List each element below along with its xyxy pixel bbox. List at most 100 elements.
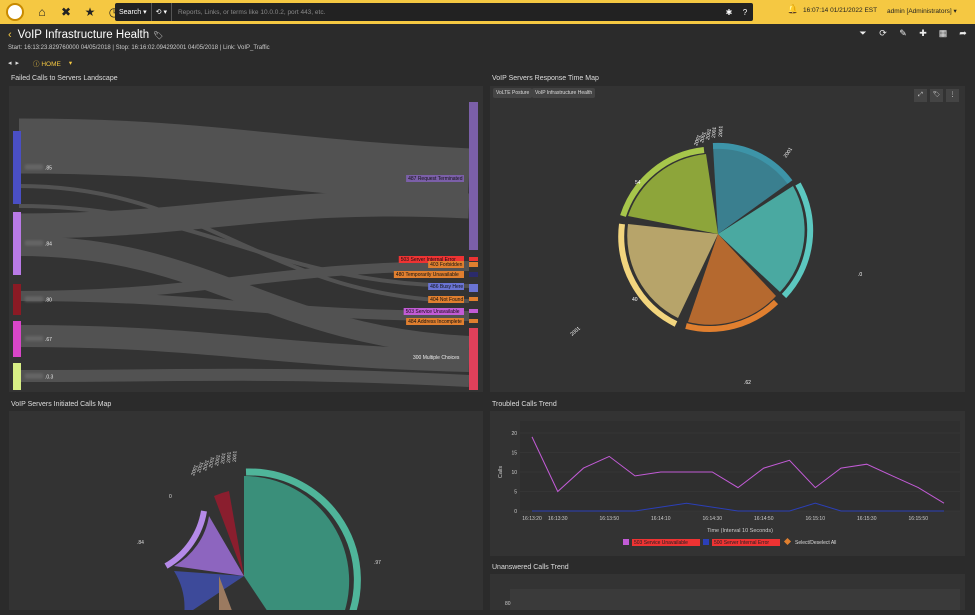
y-tick-label: 5: [514, 490, 517, 496]
chord-label: 2001: [783, 146, 794, 159]
sankey-source-node[interactable]: [13, 363, 21, 390]
chord-segment: [244, 475, 350, 615]
sankey-target-node[interactable]: [469, 102, 478, 250]
y-tick-label: 20: [511, 431, 517, 437]
unanswered-plot-area: [510, 589, 960, 610]
chord-segment: [627, 224, 718, 318]
unanswered-trend-panel: 80: [490, 574, 965, 610]
x-axis-label: Time (Interval 10 Seconds): [707, 528, 773, 534]
sankey-flow: [18, 261, 470, 301]
chord-label: 0: [169, 494, 172, 500]
sankey-target-node[interactable]: [469, 262, 478, 267]
home-icon[interactable]: ⌂: [38, 5, 46, 19]
chord-label: .84: [137, 540, 144, 546]
plot-area: [520, 421, 960, 511]
clock-icon[interactable]: ◷: [108, 5, 120, 19]
bell-icon[interactable]: 🔔: [787, 4, 799, 14]
sankey-target-node[interactable]: [469, 272, 478, 277]
sankey-target-node[interactable]: [469, 309, 478, 313]
page-meta: Start: 16:13:23.829760000 04/05/2018 | S…: [8, 45, 270, 51]
tag-volte[interactable]: VoLTE Posture: [493, 88, 533, 98]
prev-icon[interactable]: ◂: [8, 60, 12, 67]
sankey-target-label: 404 Not Found: [430, 297, 463, 303]
sankey-source-node[interactable]: [13, 131, 21, 204]
calendar-icon[interactable]: ▦: [938, 28, 948, 38]
y-tick-label: 15: [511, 451, 517, 457]
y-tick-label: 10: [511, 470, 517, 476]
chord-label: 2001: [196, 461, 205, 474]
refresh-icon[interactable]: ⟳: [879, 28, 887, 38]
sankey-target-node[interactable]: [469, 319, 478, 323]
tag-voip[interactable]: VoIP Infrastructure Health: [532, 88, 596, 98]
x-tick-label: 16:14:30: [703, 516, 723, 522]
star-icon[interactable]: ★: [84, 5, 96, 19]
sankey-label-bg: [428, 296, 464, 303]
chord-arc: [685, 299, 779, 332]
search-input[interactable]: [171, 3, 721, 21]
share-icon[interactable]: ➦: [959, 28, 967, 38]
more-icon[interactable]: ⋮: [946, 89, 959, 102]
legend-label[interactable]: 500 Server Internal Error: [714, 540, 769, 546]
chord-chart-initiated: 2001 2001 2001 2001 2001 2001 2001 2001 …: [137, 451, 381, 615]
sankey-target-label: 403 Forbidden: [430, 262, 462, 268]
help-button[interactable]: ?: [738, 3, 752, 21]
sankey-target-node[interactable]: [469, 257, 478, 261]
pin-icon[interactable]: ✎: [899, 28, 907, 38]
sankey-source-node[interactable]: [13, 284, 21, 315]
chevron-left-icon[interactable]: ‹: [8, 29, 12, 41]
chord-segment: [174, 571, 244, 615]
home-link[interactable]: ⓘ HOME: [33, 61, 61, 68]
select-all-icon[interactable]: [783, 537, 792, 546]
failed-calls-panel: .85 .84 .80 .67 .0.3 487 Request Terminated 5…: [9, 86, 483, 392]
search-dropdown-button[interactable]: Search ▾: [115, 3, 152, 21]
sankey-label-bg: [393, 271, 464, 278]
tag-icon[interactable]: 🏷: [930, 89, 943, 102]
sankey-flow: [18, 291, 470, 321]
user-menu[interactable]: admin [Administrators] ▾: [887, 8, 957, 15]
sankey-source-node[interactable]: [13, 321, 21, 357]
chord-segment: [174, 516, 244, 576]
chord-label: 2001: [569, 326, 582, 338]
chord-label: 2001: [214, 454, 222, 466]
logo-icon[interactable]: [0, 0, 30, 24]
panel-actions: ⤢ 🏷 ⋮: [914, 89, 959, 102]
sankey-target-label: 484 Address Incomplete: [408, 319, 462, 325]
gear-icon[interactable]: ✱: [725, 7, 733, 17]
tag-icon[interactable]: 🏷: [153, 30, 164, 40]
add-icon[interactable]: ✚: [919, 28, 927, 38]
legend-swatch[interactable]: [623, 539, 629, 545]
top-bar: ⌂ ✖ ★ ◷ Search ▾ ⟲ ▾ ✱ ⚲ ? 🔔 16:07:14 01…: [0, 0, 975, 24]
chord-label: 2001: [693, 134, 703, 147]
sankey-label-bg: [398, 256, 464, 263]
chord-arc: [164, 510, 207, 569]
redacted-ip: [25, 164, 43, 170]
chevron-down-icon[interactable]: ▾: [68, 60, 73, 67]
initiated-map-title: VoIP Servers Initiated Calls Map: [11, 401, 112, 408]
sankey-source-node[interactable]: [13, 212, 21, 275]
sankey-chart: .85 .84 .80 .67 .0.3 487 Request Terminated 5…: [13, 102, 478, 390]
filter-icon[interactable]: ⏷: [859, 28, 867, 38]
chord-segment: [628, 154, 718, 234]
redacted-ip: [25, 373, 43, 379]
sankey-target-node[interactable]: [469, 328, 478, 390]
failed-calls-title: Failed Calls to Servers Landscape: [11, 75, 118, 82]
legend-swatch[interactable]: [703, 539, 709, 545]
sankey-target-node[interactable]: [469, 297, 478, 301]
chord-arc: [618, 223, 678, 327]
chord-label: 2001: [190, 464, 200, 477]
x-tick-label: 16:14:10: [651, 516, 671, 522]
x-tick-label: 16:15:30: [857, 516, 877, 522]
sankey-target-label: 486 Busy Here: [430, 284, 463, 290]
chord-arc: [245, 468, 361, 615]
expand-icon[interactable]: ⤢: [914, 89, 927, 102]
sankey-target-node[interactable]: [469, 284, 478, 292]
history-dropdown-button[interactable]: ⟲ ▾: [152, 3, 172, 21]
select-all-label[interactable]: Select/Deselect All: [795, 540, 836, 546]
y-tick-label: 80: [505, 601, 511, 607]
redacted-ip: [25, 296, 43, 302]
next-icon[interactable]: ▸: [15, 60, 20, 67]
sankey-flow: [18, 368, 470, 387]
legend-label[interactable]: 503 Service Unavailable: [634, 540, 688, 546]
x-tick-label: 16:15:50: [909, 516, 929, 522]
tools-icon[interactable]: ✖: [60, 5, 72, 19]
